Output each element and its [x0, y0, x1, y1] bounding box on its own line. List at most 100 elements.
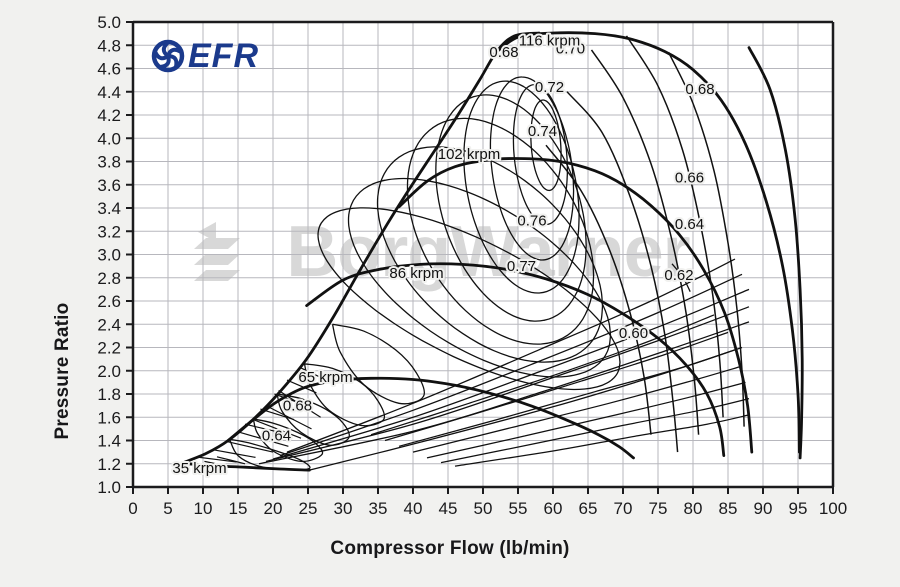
y-tick-label: 3.4	[97, 199, 121, 218]
tick-labels: 0 5 10 15 20 25 30 35 40 45 50 55 60 65 70 75 80 85 90 95 10…	[97, 13, 847, 518]
x-tick-label: 15	[229, 499, 248, 518]
speed-line-label: 116 krpm	[519, 32, 580, 49]
efficiency-contour	[376, 146, 604, 363]
y-tick-label: 2.6	[97, 292, 121, 311]
curve-labels: 0.77 0.76 0.74 0.72 0.70 0.68 0.68 0.66 0.64 0.62…	[170, 30, 716, 479]
efficiency-label: 0.62	[664, 267, 693, 284]
efficiency-contour	[426, 381, 746, 459]
y-tick-label: 1.2	[97, 455, 121, 474]
efficiency-contour	[489, 76, 575, 261]
efr-swirl-icon	[151, 39, 185, 73]
speed-line-label: 35 krpm	[172, 460, 226, 477]
x-tick-label: 25	[299, 499, 318, 518]
speed-line-label: 86 krpm	[389, 265, 443, 282]
choke-line	[747, 46, 804, 460]
efficiency-contour	[406, 117, 595, 345]
y-tick-label: 3.8	[97, 153, 121, 172]
efficiency-contour	[253, 419, 302, 439]
y-tick-label: 4.2	[97, 106, 121, 125]
curve-layer	[180, 31, 804, 472]
efficiency-label: 0.64	[262, 428, 291, 445]
y-tick-label: 2.0	[97, 362, 121, 381]
efficiency-label: 0.68	[685, 81, 714, 98]
x-tick-label: 85	[719, 499, 738, 518]
efficiency-label: 0.76	[517, 212, 546, 229]
efficiency-contour	[265, 306, 750, 463]
efficiency-contour	[279, 273, 743, 457]
y-axis-title-wrap: Pressure Ratio	[30, 170, 80, 440]
x-tick-label: 70	[614, 499, 633, 518]
y-tick-label: 1.0	[97, 478, 121, 497]
efficiency-label: 0.72	[535, 79, 564, 96]
efficiency-label: 0.60	[619, 325, 648, 342]
efficiency-contour	[229, 438, 311, 471]
efr-logo: EFR	[151, 37, 259, 75]
y-tick-label: 3.6	[97, 176, 121, 195]
y-tick-label: 3.2	[97, 222, 121, 241]
efficiency-label: 0.66	[675, 169, 704, 186]
y-tick-label: 4.8	[97, 36, 121, 55]
efficiency-contour	[286, 258, 736, 453]
efficiency-contour	[440, 397, 750, 464]
efficiency-contour	[435, 94, 587, 322]
efficiency-label: 0.70	[556, 40, 585, 57]
efficiency-contour	[530, 99, 562, 192]
efficiency-contour	[216, 456, 246, 465]
speed-line	[305, 262, 726, 457]
y-tick-label: 4.4	[97, 83, 121, 102]
efficiency-label: 0.68	[283, 397, 312, 414]
efficiency-contour	[566, 91, 679, 453]
efficiency-contour	[272, 288, 750, 460]
y-axis-title: Pressure Ratio	[52, 302, 73, 440]
y-tick-label: 4.0	[97, 129, 121, 148]
x-tick-label: 20	[264, 499, 283, 518]
efficiency-contour	[463, 80, 580, 294]
x-axis-title: Compressor Flow (lb/min)	[330, 538, 570, 559]
y-tick-label: 2.8	[97, 269, 121, 288]
y-tick-label: 3.0	[97, 246, 121, 265]
y-tick-label: 1.8	[97, 385, 121, 404]
speed-line	[226, 376, 635, 460]
y-tick-label: 2.2	[97, 339, 121, 358]
y-tick-label: 5.0	[97, 13, 121, 32]
axis-lines	[126, 20, 835, 494]
efficiency-label: 0.64	[675, 216, 704, 233]
efficiency-contour	[412, 365, 743, 453]
efficiency-contour	[347, 177, 612, 378]
speed-line-label: 65 krpm	[298, 369, 352, 386]
x-tick-label: 75	[649, 499, 668, 518]
x-tick-label: 60	[544, 499, 563, 518]
efficiency-contour	[370, 314, 715, 436]
x-tick-label: 5	[163, 499, 172, 518]
efficiency-contour	[331, 323, 425, 405]
speed-line-label: 102 krpm	[438, 146, 501, 163]
y-tick-label: 1.4	[97, 432, 121, 451]
x-tick-label: 45	[439, 499, 458, 518]
x-tick-label: 30	[334, 499, 353, 518]
x-tick-label: 95	[789, 499, 808, 518]
x-tick-label: 100	[819, 499, 847, 518]
efficiency-contour	[239, 431, 289, 447]
x-tick-label: 40	[404, 499, 423, 518]
surge-line	[180, 31, 541, 465]
y-tick-label: 1.6	[97, 408, 121, 427]
efficiency-label: 0.68	[489, 44, 518, 61]
efficiency-contour	[512, 83, 569, 226]
x-tick-label: 50	[474, 499, 493, 518]
efficiency-contour	[227, 441, 274, 453]
speed-line	[492, 31, 801, 454]
x-tick-label: 90	[754, 499, 773, 518]
efficiency-contour	[317, 207, 621, 391]
efficiency-contour	[258, 321, 750, 465]
x-tick-label: 55	[509, 499, 528, 518]
efficiency-contour	[625, 35, 724, 418]
efficiency-label: 0.74	[528, 123, 557, 140]
efr-logo-text: EFR	[188, 37, 259, 75]
x-tick-label: 0	[128, 499, 137, 518]
efficiency-contour	[384, 331, 729, 442]
speed-line	[397, 157, 754, 454]
x-tick-label: 65	[579, 499, 598, 518]
efficiency-contour	[213, 449, 256, 458]
